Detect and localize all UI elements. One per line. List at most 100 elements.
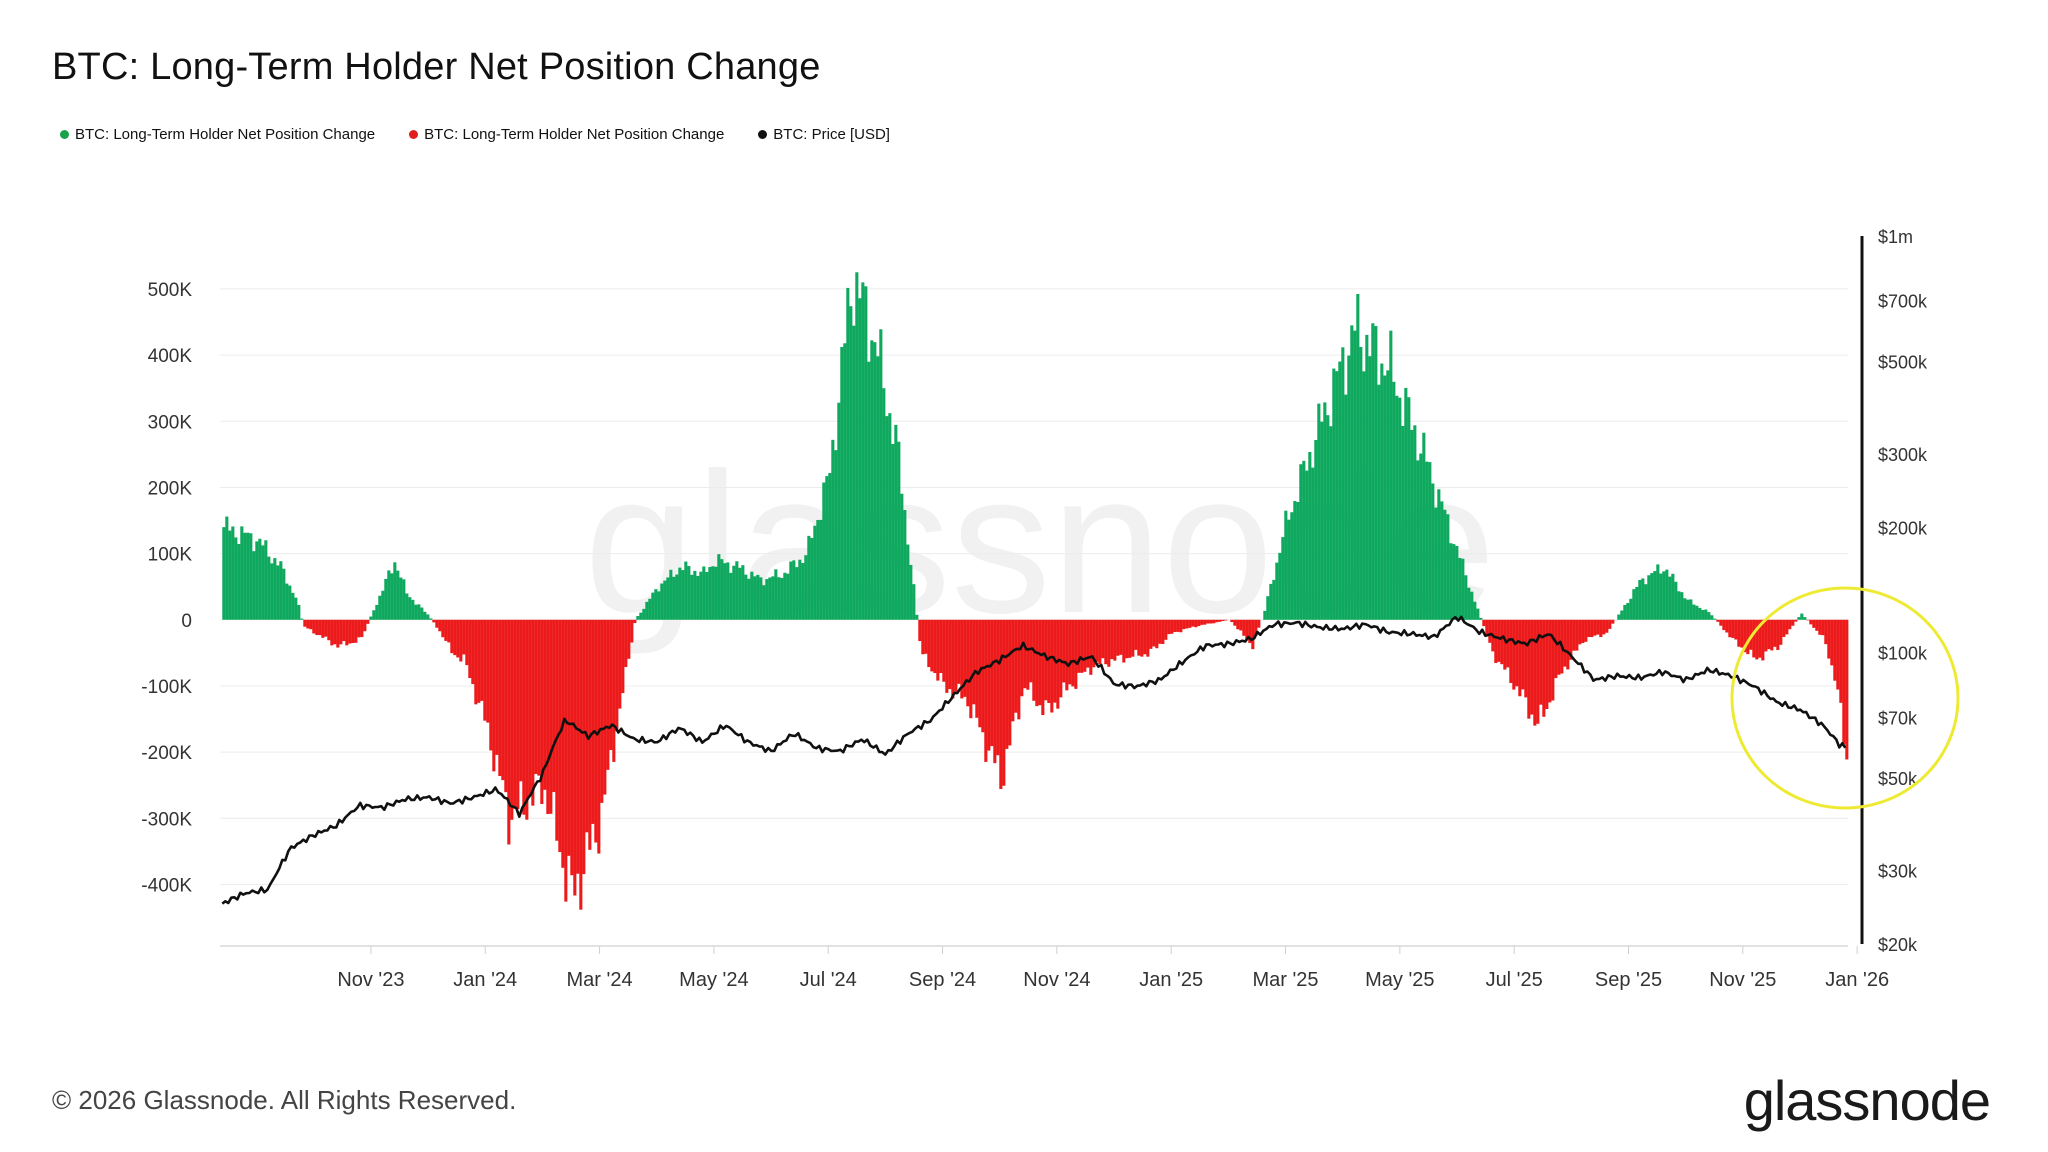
bar-positive	[1431, 483, 1435, 620]
bar-positive	[1305, 470, 1309, 620]
bar-positive	[1383, 375, 1387, 620]
bar-positive	[1419, 453, 1423, 620]
left-tick-label: -100K	[141, 677, 192, 698]
bar-negative	[330, 619, 334, 646]
bar-positive	[369, 616, 373, 620]
bar-negative	[624, 619, 628, 668]
bar-positive	[888, 413, 892, 620]
bar-negative	[1593, 619, 1597, 636]
bar-negative	[618, 619, 622, 709]
bar-negative	[1074, 619, 1078, 689]
left-tick-label: -200K	[141, 743, 192, 764]
bar-positive	[1623, 604, 1627, 620]
copyright-footer: © 2026 Glassnode. All Rights Reserved.	[52, 1085, 517, 1115]
legend-dot-black	[758, 130, 768, 139]
bar-negative	[1842, 619, 1846, 745]
bar-positive	[1368, 356, 1372, 620]
bar-negative	[1248, 619, 1252, 644]
bar-negative	[963, 619, 967, 697]
bar-negative	[1059, 619, 1063, 698]
bar-negative	[1596, 619, 1600, 635]
bar-negative	[918, 619, 922, 642]
bar-negative	[1005, 619, 1009, 749]
legend-item-ltf-negative[interactable]: BTC: Long-Term Holder Net Position Chang…	[409, 126, 724, 143]
bar-negative	[357, 619, 361, 638]
bar-positive	[1479, 617, 1483, 620]
bar-positive	[231, 526, 235, 620]
bar-positive	[1698, 607, 1702, 620]
bar-negative	[1602, 619, 1606, 635]
bar-negative	[570, 619, 574, 876]
bar-negative	[612, 619, 616, 762]
bar-negative	[1554, 619, 1558, 679]
bar-positive	[1641, 578, 1645, 620]
bar-negative	[1824, 619, 1828, 645]
bar-positive	[300, 618, 304, 620]
bar-negative	[492, 619, 496, 772]
left-tick-label: 300K	[148, 412, 193, 433]
x-tick-label: Nov '25	[1709, 969, 1776, 991]
bar-positive	[792, 560, 796, 620]
bar-negative	[975, 619, 979, 718]
bar-negative	[1719, 619, 1723, 626]
bar-positive	[1707, 612, 1711, 620]
bar-negative	[1794, 619, 1798, 622]
legend-item-price[interactable]: BTC: Price [USD]	[758, 126, 890, 143]
legend-item-ltf-positive[interactable]: BTC: Long-Term Holder Net Position Chang…	[60, 126, 375, 143]
bar-positive	[297, 604, 301, 620]
bar-negative	[558, 619, 562, 853]
bar-positive	[894, 424, 898, 620]
bar-negative	[1215, 619, 1219, 623]
bar-negative	[1020, 619, 1024, 697]
bar-negative	[942, 619, 946, 682]
bar-positive	[1677, 591, 1681, 620]
bar-positive	[771, 576, 775, 620]
bar-negative	[930, 619, 934, 672]
bar-negative	[1497, 619, 1501, 662]
right-tick-label: $30k	[1878, 862, 1918, 882]
bar-negative	[477, 619, 481, 703]
bar-negative	[573, 619, 577, 896]
bar-negative	[1023, 619, 1027, 689]
bar-positive	[1410, 429, 1414, 620]
bar-negative	[990, 619, 994, 747]
bar-negative	[444, 619, 448, 641]
bar-negative	[363, 619, 367, 632]
bar-positive	[726, 562, 730, 620]
bar-positive	[765, 579, 769, 620]
bar-negative	[447, 619, 451, 643]
bar-negative	[348, 619, 352, 644]
bar-negative	[1575, 619, 1579, 651]
bar-positive	[759, 577, 763, 620]
right-tick-label: $20k	[1878, 935, 1918, 955]
bar-negative	[987, 619, 991, 751]
bar-negative	[333, 619, 337, 645]
bar-negative	[1569, 619, 1573, 660]
bar-positive	[651, 592, 655, 620]
bar-negative	[1494, 619, 1498, 664]
bar-negative	[1578, 619, 1582, 645]
bar-positive	[1344, 394, 1348, 620]
bar-positive	[870, 340, 874, 620]
bar-negative	[1149, 619, 1153, 649]
bar-positive	[1704, 609, 1708, 620]
bar-positive	[414, 604, 418, 620]
bar-negative	[1788, 619, 1792, 630]
bar-negative	[1611, 619, 1615, 624]
net-position-bars	[222, 272, 1849, 910]
bar-negative	[450, 619, 454, 654]
bar-positive	[714, 566, 718, 620]
bar-negative	[1521, 619, 1525, 690]
bar-negative	[1812, 619, 1816, 628]
bar-negative	[1128, 619, 1132, 658]
bar-negative	[993, 619, 997, 764]
x-axis-ticks: Nov '23 Jan '24 Mar '24 May '24 Jul '24 Sep '…	[337, 946, 1889, 991]
bar-negative	[1011, 619, 1015, 722]
bar-positive	[279, 561, 283, 620]
bar-negative	[1071, 619, 1075, 687]
bar-positive	[408, 597, 412, 620]
bar-negative	[1779, 619, 1783, 645]
bar-negative	[1587, 619, 1591, 637]
bar-positive	[423, 611, 427, 620]
bar-negative	[1155, 619, 1159, 649]
